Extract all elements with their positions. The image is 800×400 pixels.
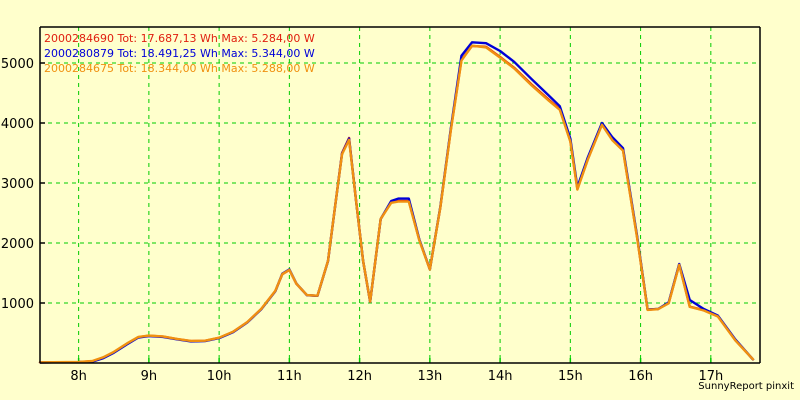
x-tick-label: 16h — [628, 369, 653, 384]
y-tick-labels: 1000 2000 3000 4000 5000 — [1, 57, 34, 312]
y-tick-label: 4000 — [1, 117, 34, 132]
y-tick-label: 3000 — [1, 177, 34, 192]
x-tick-label: 10h — [207, 369, 232, 384]
x-tick-label: 8h — [70, 369, 87, 384]
legend-entry-2000284690: 2000284690 Tot: 17.687,13 Wh Max: 5.284,… — [44, 32, 315, 45]
x-tick-label: 12h — [347, 369, 372, 384]
legend-entry-2000280879: 2000280879 Tot: 18.491,25 Wh Max: 5.344,… — [44, 47, 315, 60]
x-tick-label: 14h — [488, 369, 513, 384]
legend-entry-2000284675: 2000284675 Tot: 18.344,00 Wh Max: 5.288,… — [44, 62, 315, 75]
x-tick-label: 11h — [277, 369, 302, 384]
y-tick-label: 2000 — [1, 237, 34, 252]
y-tick-label: 1000 — [1, 297, 34, 312]
footer-credit: SunnyReport pinxit — [698, 381, 794, 392]
x-tick-label: 17h — [698, 369, 723, 384]
legend: 2000284690 Tot: 17.687,13 Wh Max: 5.284,… — [44, 32, 315, 75]
x-tick-label: 13h — [417, 369, 442, 384]
gridlines — [40, 27, 760, 363]
x-tick-marks — [77, 358, 712, 363]
series-line-2000284675 — [38, 44, 755, 364]
x-tick-labels: 8h 9h 10h 11h 12h 13h 14h 15h 16h 17h — [70, 369, 723, 384]
y-tick-label: 5000 — [1, 57, 34, 72]
x-tick-label: 9h — [141, 369, 158, 384]
y-tick-marks — [40, 62, 45, 304]
data-series-lines — [38, 41, 755, 364]
x-tick-label: 15h — [558, 369, 583, 384]
